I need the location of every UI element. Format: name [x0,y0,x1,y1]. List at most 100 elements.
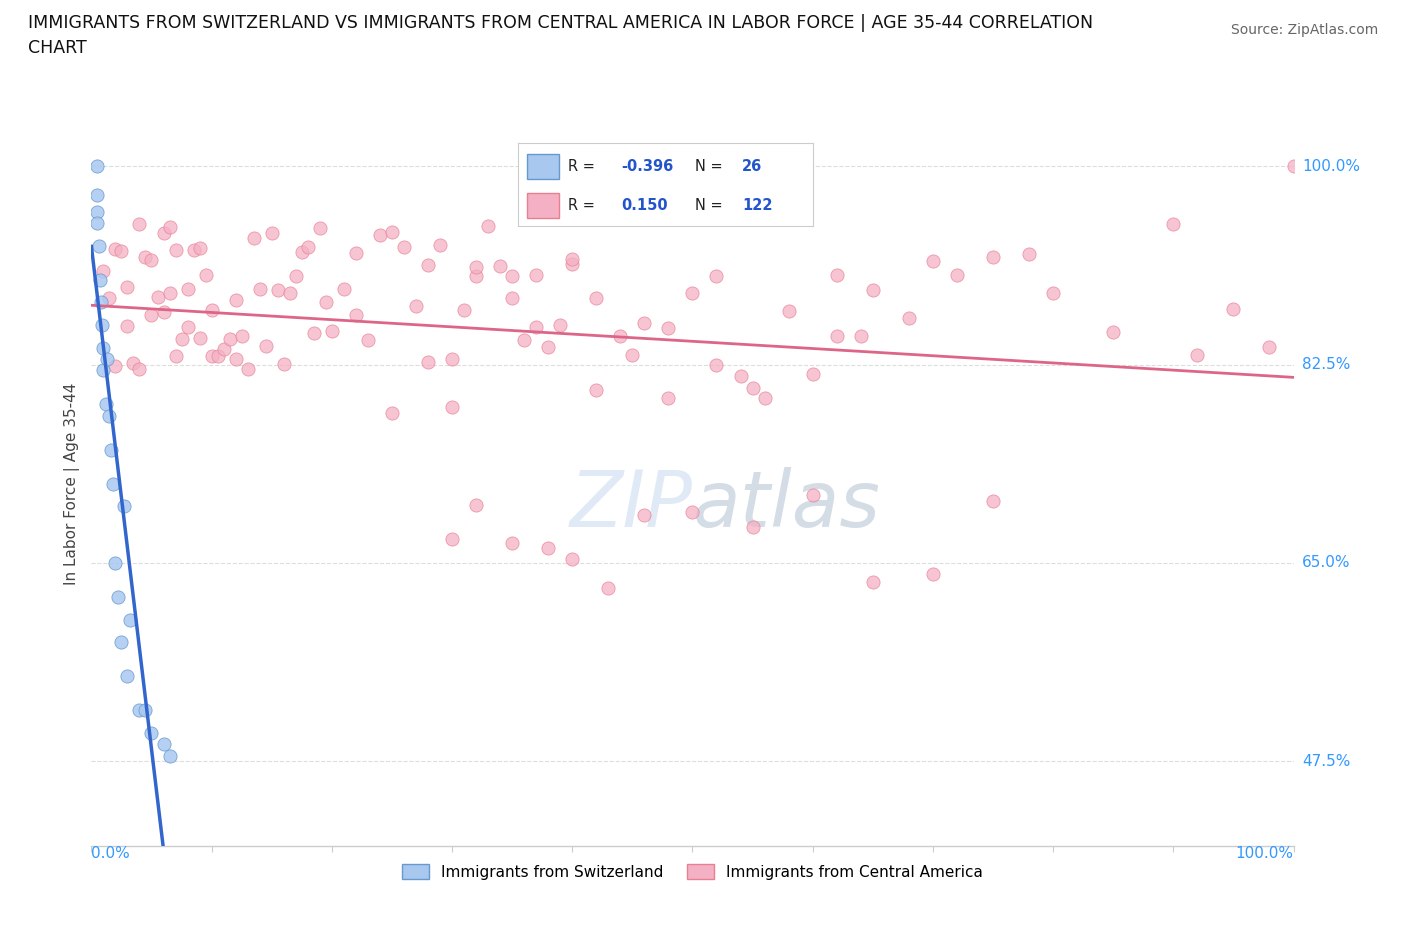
Point [152,304,174,319]
Point [585,291,607,306]
Point [537,540,560,555]
Point [118,612,141,627]
Point [117,669,139,684]
Text: CHART: CHART [28,39,87,57]
Point [159,286,181,300]
Text: 47.5%: 47.5% [1302,754,1350,769]
Text: IMMIGRANTS FROM SWITZERLAND VS IMMIGRANTS FROM CENTRAL AMERICA IN LABOR FORCE | : IMMIGRANTS FROM SWITZERLAND VS IMMIGRANT… [28,14,1094,32]
Point [112,498,135,513]
Point [1102,326,1125,340]
Point [242,231,264,246]
Point [297,240,319,255]
Point [231,328,253,343]
Point [98,408,121,423]
Point [87,238,110,253]
Point [278,286,301,300]
Point [1018,246,1040,261]
Point [524,320,547,335]
Point [110,635,132,650]
Point [981,493,1004,508]
Point [104,555,127,570]
Point [249,282,271,297]
Point [117,280,139,295]
Point [128,217,150,232]
Point [465,498,488,513]
Point [440,532,463,547]
Point [146,290,169,305]
Point [501,269,523,284]
Point [201,302,224,317]
Point [825,268,848,283]
Point [1258,340,1281,355]
Point [501,290,523,305]
Point [862,575,884,590]
Point [86,205,108,219]
Point [801,366,824,381]
Point [183,243,205,258]
Point [165,243,187,258]
Point [849,329,872,344]
Point [368,228,391,243]
Point [104,241,127,256]
Point [254,339,277,353]
Point [165,349,187,364]
Point [825,328,848,343]
Point [236,362,259,377]
Point [706,357,728,372]
Point [170,332,193,347]
Point [128,703,150,718]
Point [152,737,174,751]
Point [104,358,127,373]
Point [225,293,247,308]
Point [778,304,800,319]
Point [548,318,571,333]
Point [633,315,655,330]
Point [922,253,945,268]
Point [453,302,475,317]
Point [477,219,499,233]
Point [681,504,703,519]
Point [225,352,247,366]
Point [98,291,121,306]
Point [537,339,560,354]
Point [122,356,145,371]
Point [657,391,679,405]
Point [561,252,583,267]
Point [201,349,224,364]
Text: Source: ZipAtlas.com: Source: ZipAtlas.com [1230,23,1378,37]
Point [513,333,536,348]
Point [416,258,439,272]
Point [657,320,679,335]
Point [381,405,404,420]
Point [741,520,763,535]
Point [598,581,620,596]
Point [741,380,763,395]
Point [465,268,488,283]
Point [100,442,122,457]
Point [897,311,920,325]
Point [141,253,163,268]
Text: 100.0%: 100.0% [1236,846,1294,861]
Point [922,566,945,581]
Text: 65.0%: 65.0% [1302,555,1350,570]
Point [267,283,290,298]
Point [308,220,330,235]
Point [633,508,655,523]
Point [333,282,356,297]
Point [621,348,644,363]
Text: 100.0%: 100.0% [1302,159,1360,174]
Point [90,295,112,310]
Point [302,326,325,340]
Point [440,400,463,415]
Point [188,330,211,345]
Point [429,237,451,252]
Point [141,307,163,322]
Y-axis label: In Labor Force | Age 35-44: In Labor Force | Age 35-44 [65,382,80,585]
Point [176,281,198,296]
Point [93,340,115,355]
Point [681,286,703,300]
Point [344,246,367,260]
Point [93,264,115,279]
Point [524,268,547,283]
Point [89,272,111,287]
